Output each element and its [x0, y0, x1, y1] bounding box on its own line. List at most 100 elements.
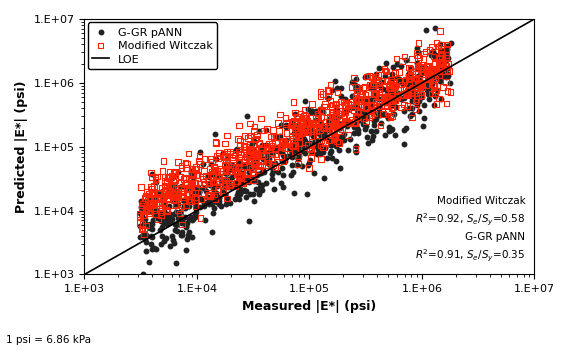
Modified Witczak [287, 133, 296, 138]
G-GR pANN [253, 172, 262, 178]
Modified Witczak [298, 130, 307, 136]
Modified Witczak [442, 79, 451, 85]
Modified Witczak [136, 214, 145, 219]
G-GR pANN [191, 209, 200, 215]
G-GR pANN [258, 167, 267, 173]
Modified Witczak [360, 85, 369, 90]
G-GR pANN [367, 102, 376, 108]
Modified Witczak [442, 101, 451, 107]
G-GR pANN [330, 113, 339, 118]
Modified Witczak [434, 96, 443, 101]
G-GR pANN [360, 126, 369, 131]
G-GR pANN [323, 124, 332, 130]
G-GR pANN [297, 148, 306, 154]
Modified Witczak [251, 150, 260, 155]
G-GR pANN [398, 81, 407, 86]
G-GR pANN [296, 133, 305, 138]
G-GR pANN [427, 71, 436, 76]
Modified Witczak [200, 156, 209, 161]
Modified Witczak [239, 164, 249, 169]
Modified Witczak [148, 189, 157, 195]
G-GR pANN [150, 208, 159, 214]
Modified Witczak [207, 159, 217, 164]
Modified Witczak [184, 176, 193, 181]
G-GR pANN [340, 137, 349, 143]
G-GR pANN [240, 177, 249, 182]
Modified Witczak [187, 166, 196, 171]
Modified Witczak [234, 149, 243, 154]
G-GR pANN [434, 70, 443, 75]
Modified Witczak [137, 226, 146, 231]
Modified Witczak [170, 169, 179, 175]
G-GR pANN [195, 188, 204, 193]
Modified Witczak [176, 174, 185, 179]
Modified Witczak [262, 126, 271, 132]
Modified Witczak [390, 70, 400, 76]
Modified Witczak [361, 105, 370, 111]
Modified Witczak [394, 69, 404, 75]
G-GR pANN [380, 99, 389, 104]
G-GR pANN [170, 190, 180, 195]
Modified Witczak [332, 101, 341, 106]
Modified Witczak [148, 203, 157, 208]
G-GR pANN [412, 79, 421, 85]
Modified Witczak [251, 164, 260, 169]
G-GR pANN [162, 211, 171, 216]
G-GR pANN [413, 81, 422, 86]
Modified Witczak [303, 119, 312, 124]
G-GR pANN [190, 197, 200, 202]
Modified Witczak [155, 196, 164, 201]
Modified Witczak [386, 113, 395, 118]
Modified Witczak [235, 160, 244, 166]
Modified Witczak [135, 220, 144, 226]
Modified Witczak [412, 71, 421, 77]
Modified Witczak [251, 159, 260, 165]
G-GR pANN [297, 145, 306, 150]
Modified Witczak [213, 192, 222, 197]
Modified Witczak [351, 113, 360, 118]
Modified Witczak [401, 91, 410, 97]
G-GR pANN [317, 122, 326, 127]
Modified Witczak [221, 183, 230, 189]
Modified Witczak [380, 98, 389, 104]
Modified Witczak [316, 89, 325, 95]
G-GR pANN [189, 178, 198, 183]
Modified Witczak [141, 194, 150, 199]
G-GR pANN [239, 176, 249, 181]
G-GR pANN [417, 93, 426, 98]
Modified Witczak [223, 156, 232, 161]
Modified Witczak [307, 148, 316, 154]
G-GR pANN [434, 70, 443, 76]
Modified Witczak [223, 151, 232, 156]
Modified Witczak [251, 153, 260, 159]
G-GR pANN [279, 140, 288, 146]
Modified Witczak [335, 129, 344, 134]
Modified Witczak [139, 212, 148, 218]
Modified Witczak [204, 191, 213, 197]
Modified Witczak [405, 76, 414, 82]
Modified Witczak [294, 114, 303, 119]
G-GR pANN [247, 147, 256, 152]
G-GR pANN [141, 236, 150, 241]
Modified Witczak [264, 159, 273, 165]
G-GR pANN [430, 53, 439, 58]
G-GR pANN [426, 52, 435, 58]
G-GR pANN [341, 119, 351, 125]
Modified Witczak [388, 93, 397, 99]
G-GR pANN [323, 155, 332, 161]
Modified Witczak [158, 196, 167, 201]
G-GR pANN [135, 234, 144, 240]
Modified Witczak [430, 83, 439, 89]
Modified Witczak [160, 174, 169, 180]
G-GR pANN [415, 98, 424, 104]
G-GR pANN [432, 87, 441, 93]
G-GR pANN [388, 91, 397, 97]
Modified Witczak [189, 172, 198, 177]
G-GR pANN [162, 204, 171, 209]
Modified Witczak [341, 103, 351, 108]
G-GR pANN [413, 97, 422, 102]
Modified Witczak [370, 91, 380, 97]
Modified Witczak [417, 84, 426, 90]
G-GR pANN [300, 138, 310, 144]
Modified Witczak [205, 181, 214, 186]
